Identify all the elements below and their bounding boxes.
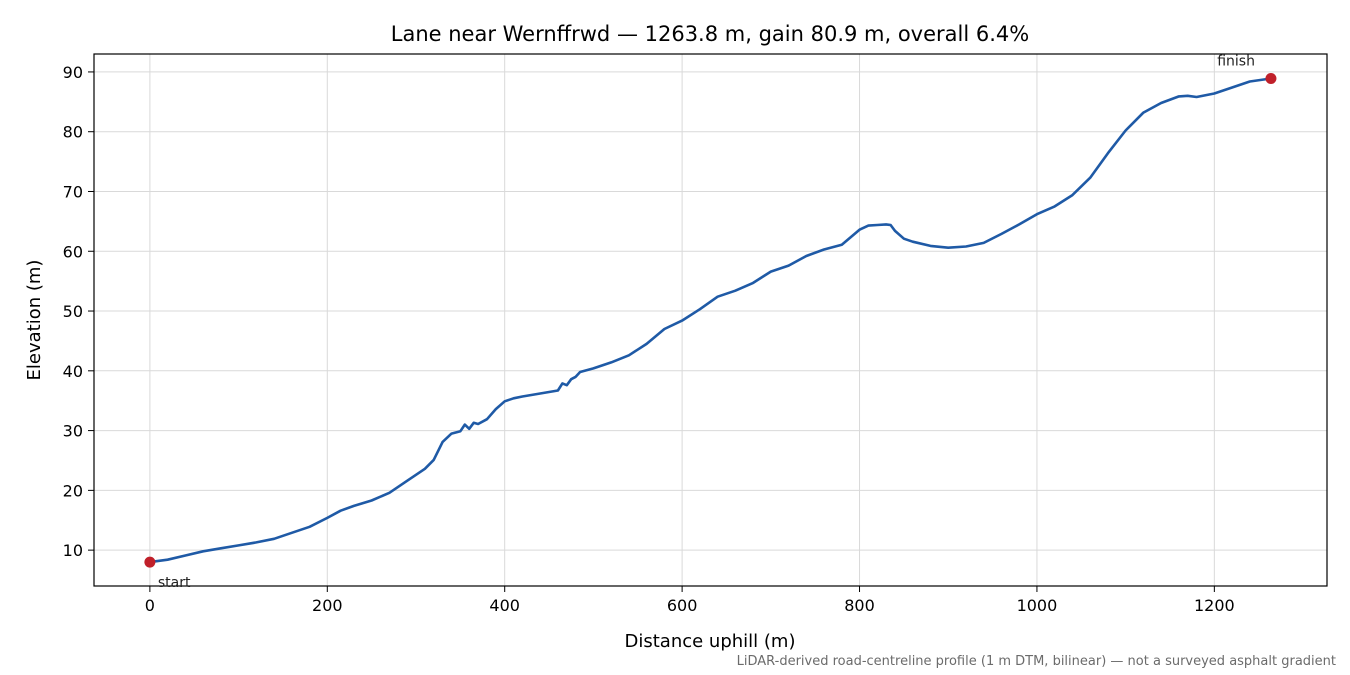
y-tick-label: 30	[63, 422, 83, 441]
y-tick-label: 90	[63, 63, 83, 82]
finish-marker	[1265, 73, 1277, 85]
y-axis-label: Elevation (m)	[24, 260, 45, 381]
grid	[94, 54, 1327, 586]
start-label: start	[158, 575, 191, 591]
x-tick-label: 800	[844, 596, 875, 615]
elevation-line	[148, 77, 1273, 564]
y-tick-label: 80	[63, 123, 83, 142]
series-layer	[148, 77, 1273, 564]
x-tick-label: 0	[145, 596, 155, 615]
x-tick-label: 200	[312, 596, 343, 615]
x-tick-label: 1000	[1017, 596, 1058, 615]
x-tick-label: 1200	[1194, 596, 1235, 615]
y-tick-label: 60	[63, 242, 83, 261]
ticks: 0 200 400 600 800 1000 1200 10 20 30 40 50 60 70 80 90	[63, 63, 1235, 615]
y-tick-label: 50	[63, 302, 83, 321]
annotations: start finish	[144, 54, 1277, 591]
x-tick-label: 600	[667, 596, 698, 615]
y-tick-label: 70	[63, 182, 83, 201]
y-tick-label: 20	[63, 481, 83, 500]
y-tick-label: 10	[63, 541, 83, 560]
finish-label: finish	[1217, 54, 1255, 70]
x-axis-label: Distance uphill (m)	[625, 631, 796, 652]
footnote: LiDAR-derived road-centreline profile (1…	[737, 654, 1336, 669]
x-tick-label: 400	[489, 596, 520, 615]
chart-title: Lane near Wernffrwd — 1263.8 m, gain 80.…	[391, 22, 1029, 46]
plot-frame	[93, 53, 1328, 587]
start-marker	[144, 556, 156, 568]
y-tick-label: 40	[63, 362, 83, 381]
